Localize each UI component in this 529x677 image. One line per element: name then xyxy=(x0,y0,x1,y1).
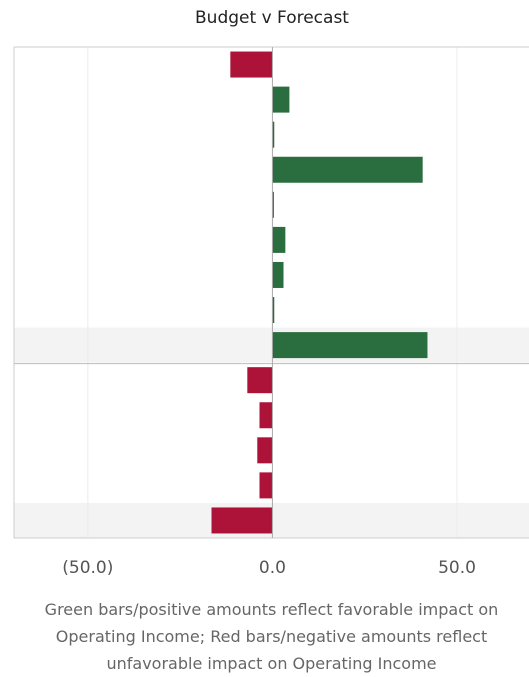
bar xyxy=(272,121,275,148)
x-tick-label: 0.0 xyxy=(259,558,286,578)
bar xyxy=(272,261,284,288)
bar xyxy=(247,367,273,394)
bar xyxy=(272,191,274,218)
bar xyxy=(272,297,275,324)
bar xyxy=(230,51,273,78)
bar xyxy=(259,402,273,429)
x-tick-label: (50.0) xyxy=(62,558,113,578)
x-tick-label: 50.0 xyxy=(438,558,476,578)
footnote: Green bars/positive amounts reflect favo… xyxy=(44,600,499,673)
bar xyxy=(211,507,273,534)
chart-title: Budget v Forecast xyxy=(195,8,349,28)
bar xyxy=(257,437,273,464)
chart: Budget v Forecast (50.0) 0.0 50.0 xyxy=(13,8,529,578)
bar xyxy=(272,156,423,183)
row-highlight xyxy=(14,327,529,363)
bar xyxy=(272,226,286,253)
bar xyxy=(272,86,290,113)
bar xyxy=(272,332,428,359)
bar xyxy=(259,472,273,499)
